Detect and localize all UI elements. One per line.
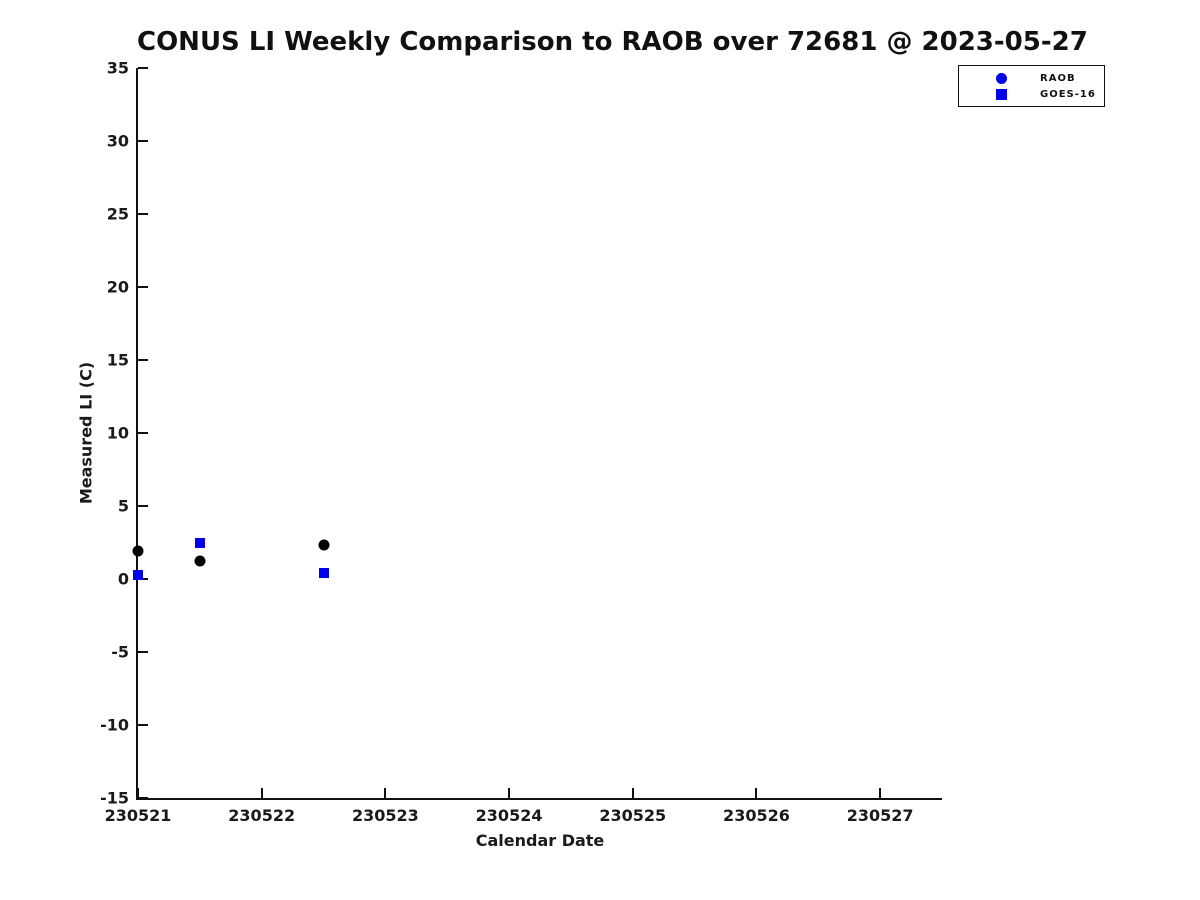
x-tick bbox=[384, 788, 387, 798]
y-tick bbox=[138, 432, 148, 434]
legend-label-raob: RAOB bbox=[1040, 72, 1076, 84]
data-point-raob bbox=[318, 539, 330, 551]
x-tick-label: 230525 bbox=[599, 806, 667, 825]
legend-square-marker-icon bbox=[996, 88, 1007, 100]
y-tick bbox=[138, 578, 148, 580]
y-tick bbox=[138, 286, 148, 288]
y-tick-label: 35 bbox=[106, 58, 129, 78]
data-point-goes16 bbox=[318, 568, 329, 579]
x-tick-label: 230524 bbox=[475, 806, 543, 825]
legend-row-raob: RAOB bbox=[959, 72, 1104, 85]
y-tick bbox=[138, 67, 148, 69]
x-tick-label: 230527 bbox=[846, 806, 914, 825]
x-tick bbox=[137, 788, 139, 798]
legend-row-goes16: GOES-16 bbox=[959, 88, 1104, 101]
x-tick bbox=[508, 788, 511, 798]
y-tick bbox=[138, 505, 148, 507]
legend-circle-marker-icon bbox=[996, 72, 1007, 84]
legend: RAOB GOES-16 bbox=[958, 65, 1105, 107]
chart-title: CONUS LI Weekly Comparison to RAOB over … bbox=[137, 27, 1088, 57]
data-point-goes16 bbox=[133, 569, 143, 580]
data-point-raob bbox=[132, 545, 144, 557]
x-axis-label: Calendar Date bbox=[475, 831, 605, 850]
y-tick-label: -5 bbox=[111, 642, 129, 662]
y-tick-label: 30 bbox=[106, 131, 129, 151]
y-tick-label: 20 bbox=[106, 277, 129, 297]
y-tick-label: -10 bbox=[100, 715, 129, 735]
x-tick bbox=[755, 788, 758, 798]
y-tick-label: 25 bbox=[106, 204, 129, 224]
y-tick-label: 10 bbox=[106, 423, 129, 443]
data-point-goes16 bbox=[194, 537, 205, 548]
plot-area: 230521 230522 230523 230524 230525 230526 2305… bbox=[100, 59, 942, 825]
x-tick bbox=[260, 788, 263, 798]
y-tick bbox=[138, 797, 148, 799]
y-tick bbox=[138, 724, 148, 726]
x-tick-label: 230526 bbox=[723, 806, 790, 825]
legend-label-goes16: GOES-16 bbox=[1040, 88, 1096, 100]
x-tick-label: 230521 bbox=[104, 806, 172, 825]
y-axis-label: Measured LI (C) bbox=[76, 361, 96, 505]
x-tick bbox=[631, 788, 634, 798]
y-tick-label: 0 bbox=[117, 569, 129, 589]
y-tick-label: -15 bbox=[100, 788, 129, 808]
y-tick bbox=[138, 140, 148, 142]
y-tick bbox=[138, 359, 148, 361]
y-tick-label: 5 bbox=[117, 496, 129, 516]
y-tick bbox=[138, 651, 148, 653]
x-tick-label: 230522 bbox=[228, 806, 296, 825]
x-tick-label: 230523 bbox=[351, 806, 419, 825]
data-point-raob bbox=[194, 555, 206, 567]
x-tick bbox=[879, 788, 882, 798]
y-tick-label: 15 bbox=[106, 350, 129, 370]
y-tick bbox=[138, 213, 148, 215]
